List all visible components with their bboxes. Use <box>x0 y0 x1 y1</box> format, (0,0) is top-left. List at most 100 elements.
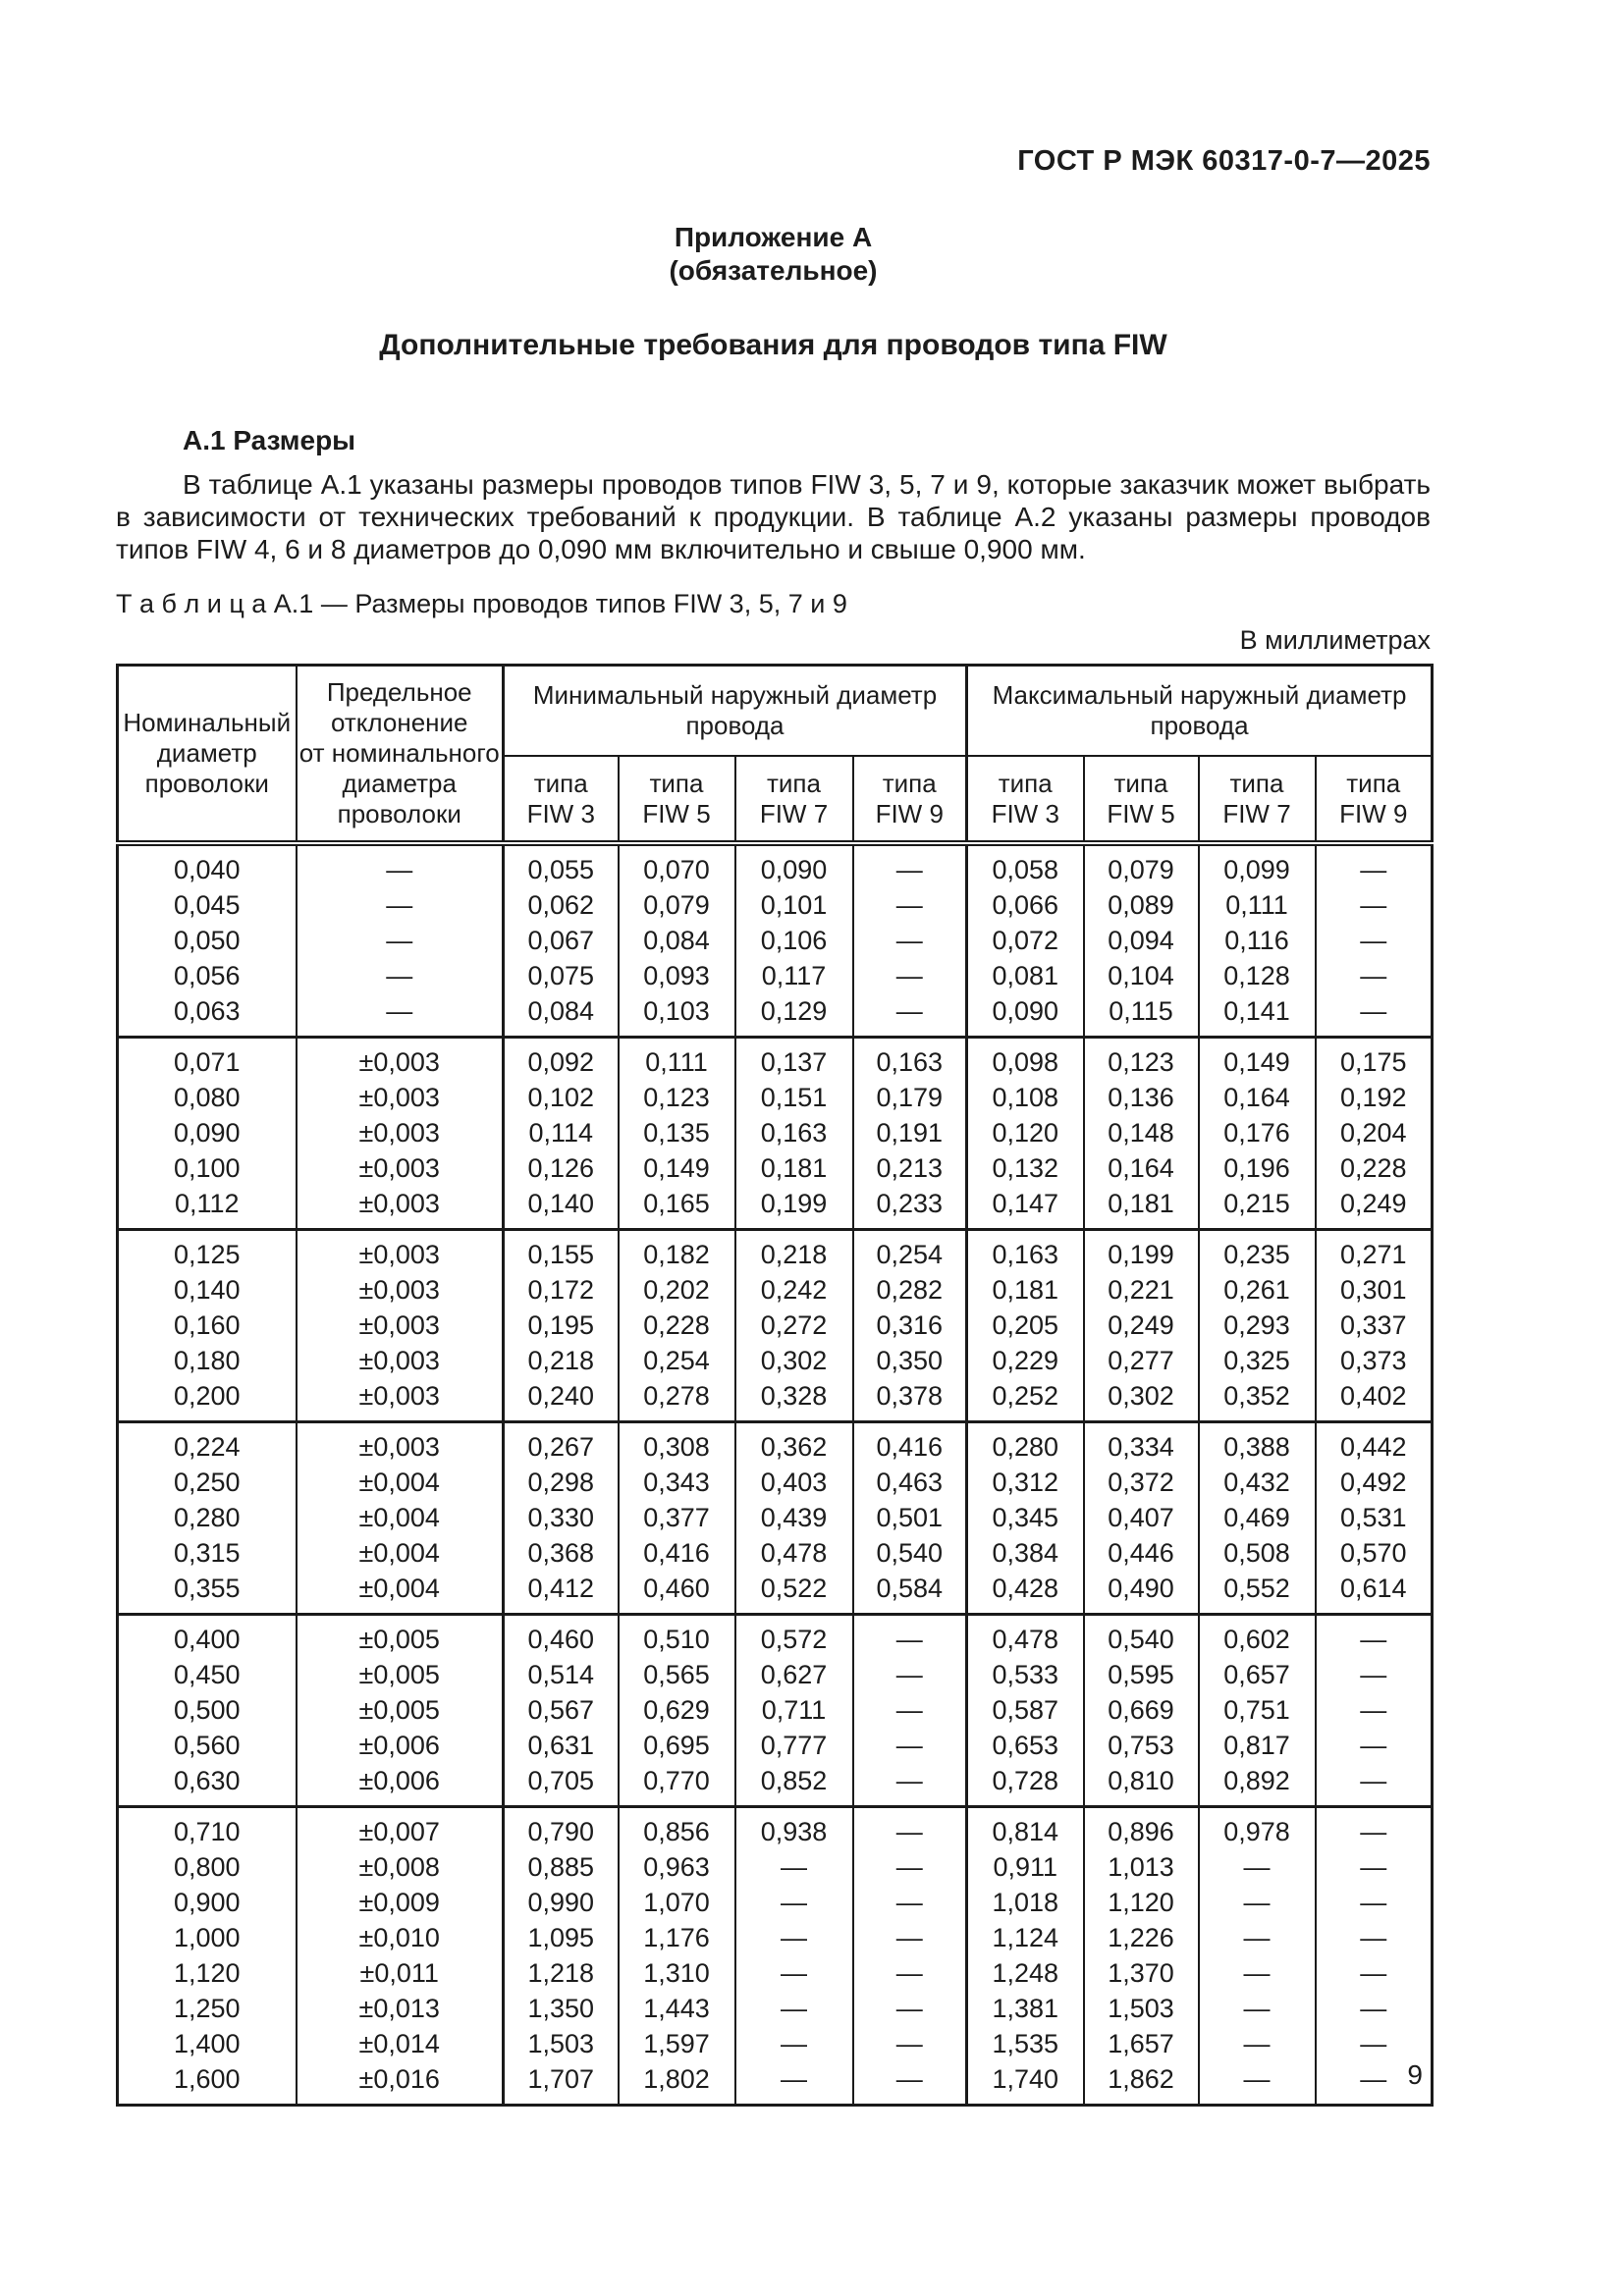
cell: 0,176 <box>1197 1115 1316 1150</box>
cell: 0,316 <box>851 1308 967 1343</box>
cell: 0,116 <box>1197 923 1316 958</box>
cell: 0,814 <box>965 1806 1084 1849</box>
cell: — <box>1314 993 1433 1038</box>
cell: — <box>1314 1692 1433 1728</box>
cell: — <box>851 843 967 887</box>
table-row: 0,710 ±0,007 0,790 0,856 0,938—0,814 0,896 0,9… <box>118 1806 1433 1849</box>
cell: 0,164 <box>1082 1150 1199 1186</box>
cell: 0,277 <box>1082 1343 1199 1378</box>
cell: 1,013 <box>1082 1849 1199 1885</box>
cell: 0,141 <box>1197 993 1316 1038</box>
cell: 0,215 <box>1197 1186 1316 1230</box>
cell: ±0,013 <box>295 1991 504 2026</box>
cell: 0,128 <box>1197 958 1316 993</box>
cell: ±0,003 <box>295 1150 504 1186</box>
cell: 0,312 <box>965 1465 1084 1500</box>
cell: 0,233 <box>851 1186 967 1230</box>
cell: 0,224 <box>173 1431 241 1462</box>
col-header-max-fiw5: типа FIW 5 <box>1082 756 1199 846</box>
cell: — <box>1197 2026 1316 2061</box>
table-row: 0,040—0,055 0,070 0,090—0,058 0,079 0,099— <box>118 843 1433 887</box>
cell: 0,191 <box>851 1115 967 1150</box>
cell: 0,308 <box>617 1421 735 1465</box>
cell: 0,072 <box>965 923 1084 958</box>
cell: — <box>295 843 504 887</box>
cell: 0,817 <box>1197 1728 1316 1763</box>
cell: — <box>1197 1920 1316 1955</box>
cell: 0,108 <box>965 1080 1084 1115</box>
cell: 0,540 <box>851 1535 967 1571</box>
cell: — <box>1314 1849 1433 1885</box>
cell: 0,450 <box>173 1659 241 1689</box>
cell: 1,740 <box>965 2061 1084 2106</box>
cell: 0,204 <box>1314 1115 1433 1150</box>
cell: 0,199 <box>733 1186 853 1230</box>
cell: — <box>733 1849 853 1885</box>
cell: 0,570 <box>1314 1535 1433 1571</box>
cell: 0,205 <box>965 1308 1084 1343</box>
cell: ±0,009 <box>295 1885 504 1920</box>
cell: 0,315 <box>173 1537 241 1568</box>
cell: 0,377 <box>617 1500 735 1535</box>
cell: 0,343 <box>617 1465 735 1500</box>
cell: 0,102 <box>502 1080 619 1115</box>
table-row: 0,355 ±0,004 0,412 0,460 0,522 0,584 0,428 0,49… <box>118 1571 1433 1615</box>
table-row: 0,280 ±0,004 0,330 0,377 0,439 0,501 0,345 0,40… <box>118 1500 1433 1535</box>
cell: 0,100 <box>173 1152 241 1183</box>
cell: 0,123 <box>617 1080 735 1115</box>
table-header: Номинальный диаметр проволоки Предельное… <box>117 665 1433 846</box>
cell: 0,179 <box>851 1080 967 1115</box>
cell: 0,990 <box>502 1885 619 1920</box>
cell: 0,080 <box>173 1082 241 1112</box>
cell: 0,050 <box>173 925 241 955</box>
cell: 0,202 <box>617 1272 735 1308</box>
cell: 0,705 <box>502 1763 619 1807</box>
cell: 0,271 <box>1314 1229 1433 1272</box>
cell: 0,163 <box>965 1229 1084 1272</box>
cell: 1,400 <box>173 2028 241 2058</box>
cell: — <box>1314 958 1433 993</box>
table-row: 1,000 ±0,010 1,095 1,176— —1,124 1,226— — <box>118 1920 1433 1955</box>
cell: 0,079 <box>1082 843 1199 887</box>
cell: 0,963 <box>617 1849 735 1885</box>
cell: 1,124 <box>965 1920 1084 1955</box>
cell: 0,155 <box>502 1229 619 1272</box>
table-caption: Т а б л и ц а А.1 — Размеры проводов тип… <box>116 589 847 618</box>
cell: 0,627 <box>733 1657 853 1692</box>
cell: 0,249 <box>1314 1186 1433 1230</box>
cell: 0,800 <box>173 1851 241 1882</box>
table-row: 0,900 ±0,009 0,990 1,070— —1,018 1,120— — <box>118 1885 1433 1920</box>
cell: ±0,006 <box>295 1763 504 1807</box>
cell: — <box>733 1955 853 1991</box>
cell: 0,149 <box>1197 1037 1316 1080</box>
cell: 0,531 <box>1314 1500 1433 1535</box>
cell: 0,092 <box>502 1037 619 1080</box>
row-group-3: 0,125 ±0,003 0,155 0,182 0,218 0,254 0,163 0,19… <box>117 1229 1433 1422</box>
appendix-label: Приложение А <box>674 222 873 252</box>
cell: — <box>851 1728 967 1763</box>
table-row: 0,140 ±0,003 0,172 0,202 0,242 0,282 0,181 0,22… <box>118 1272 1433 1308</box>
cell: — <box>851 887 967 923</box>
cell: 0,181 <box>733 1150 853 1186</box>
cell: 0,378 <box>851 1378 967 1422</box>
cell: 0,790 <box>502 1806 619 1849</box>
cell: 0,090 <box>173 1117 241 1148</box>
cell: — <box>851 958 967 993</box>
cell: 0,140 <box>173 1274 241 1305</box>
cell: 1,218 <box>502 1955 619 1991</box>
cell: ±0,003 <box>295 1186 504 1230</box>
cell: 0,272 <box>733 1308 853 1343</box>
cell: 0,388 <box>1197 1421 1316 1465</box>
table-row: 0,630 ±0,006 0,705 0,770 0,852—0,728 0,810 0,8… <box>118 1763 1433 1807</box>
table-row: 0,180 ±0,003 0,218 0,254 0,302 0,350 0,229 0,27… <box>118 1343 1433 1378</box>
cell: — <box>1197 2061 1316 2106</box>
cell: 1,802 <box>617 2061 735 2106</box>
cell: 0,416 <box>851 1421 967 1465</box>
cell: 0,062 <box>502 887 619 923</box>
cell: ±0,006 <box>295 1728 504 1763</box>
cell: 0,302 <box>1082 1378 1199 1422</box>
cell: ±0,003 <box>295 1378 504 1422</box>
cell: — <box>733 1991 853 2026</box>
row-group-5: 0,400 ±0,005 0,460 0,510 0,572—0,478 0,540 0,6… <box>117 1614 1433 1807</box>
doc-code: ГОСТ Р МЭК 60317-0-7—2025 <box>1017 145 1431 177</box>
